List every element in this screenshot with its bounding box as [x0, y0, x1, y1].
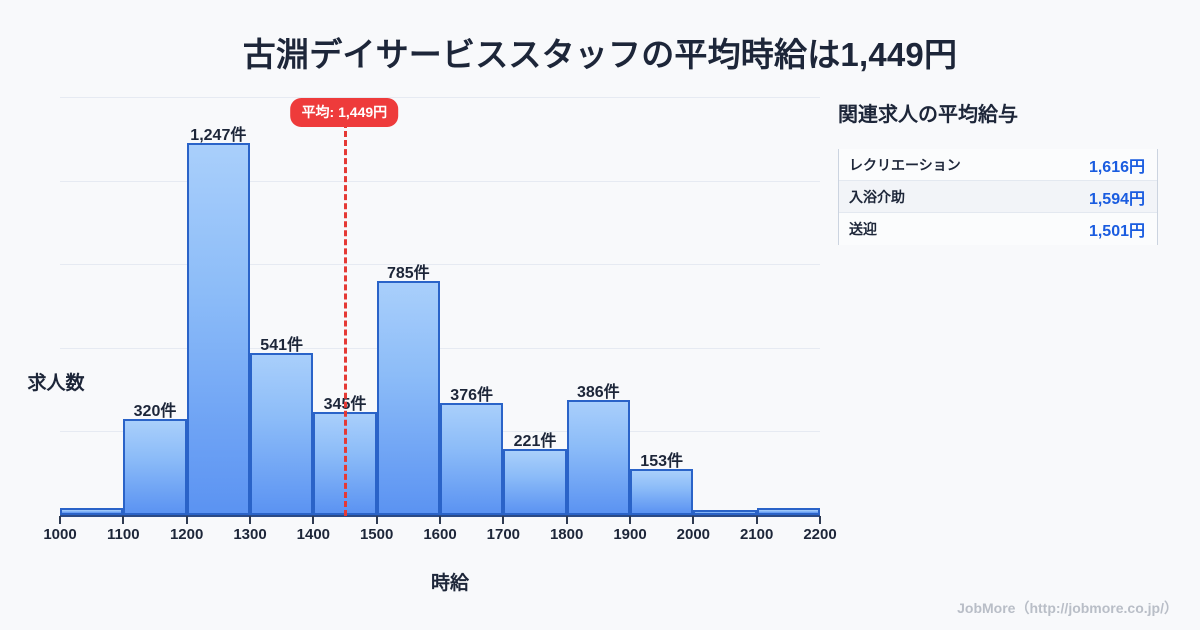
salary-row[interactable]: 入浴介助 1,594円 [839, 181, 1157, 213]
x-tick-mark [629, 516, 631, 524]
bar-value-label: 320件 [133, 403, 177, 421]
x-tick-label: 1500 [359, 526, 394, 543]
gridline [60, 97, 820, 98]
histogram-bar[interactable] [630, 469, 694, 515]
salary-row-value: 1,616円 [1088, 158, 1145, 176]
x-tick-mark [185, 516, 188, 524]
x-tick-mark [565, 516, 568, 524]
bar-value-label: 541件 [260, 337, 303, 355]
histogram-chart: 求人数 時給 320件 1,247件 541件 345件 785件 376件 221件 386… [0, 90, 840, 610]
salary-row-value: 1,501円 [1088, 223, 1145, 240]
x-tick-label: 1900 [613, 526, 647, 543]
histogram-bar[interactable] [756, 508, 820, 515]
histogram-bar[interactable] [503, 449, 567, 515]
page-title: 古淵デイサービススタッフの平均時給は1,449円 [242, 36, 958, 73]
histogram-bar[interactable] [440, 402, 504, 515]
x-tick-label: 2100 [739, 526, 774, 543]
footer-watermark: JobMore（http://jobmore.co.jp/） [957, 600, 1178, 616]
salary-row-name: 送迎 [849, 221, 877, 237]
related-salary-panel: 関連求人の平均給与 レクリエーション 1,616円入浴介助 1,594円送迎 1,50… [838, 98, 1168, 245]
salary-row-name: 入浴介助 [849, 188, 905, 205]
x-tick-label: 1000 [43, 526, 77, 543]
x-tick-mark [59, 516, 61, 524]
bar-value-label: 386件 [576, 383, 620, 401]
gridline [60, 180, 820, 182]
x-tick-mark [312, 516, 315, 524]
related-salary-title: 関連求人の平均給与 [838, 104, 1018, 126]
salary-row[interactable]: レクリエーション 1,616円 [839, 149, 1157, 181]
x-tick-mark [755, 516, 758, 524]
x-tick-label: 1200 [169, 526, 204, 543]
x-tick-mark [439, 516, 441, 524]
plot-area: 320件 1,247件 541件 345件 785件 376件 221件 386件 153件 1… [43, 96, 837, 543]
bar-value-label: 221件 [513, 433, 557, 451]
histogram-bar[interactable] [376, 280, 440, 515]
x-tick-mark [819, 516, 821, 524]
x-tick-label: 1100 [107, 526, 140, 543]
x-tick-label: 1300 [233, 526, 267, 543]
x-tick-mark [122, 516, 125, 524]
related-salary-table: レクリエーション 1,616円入浴介助 1,594円送迎 1,501円 [838, 149, 1158, 245]
average-line [344, 122, 348, 516]
gridline [60, 264, 820, 266]
x-tick-label: 1600 [423, 526, 457, 543]
bar-value-label: 153件 [640, 453, 683, 471]
y-axis-title: 求人数 [27, 373, 85, 394]
x-tick-label: 1700 [486, 526, 521, 543]
average-badge: 平均: 1,449円 [290, 98, 399, 127]
x-tick-label: 1400 [296, 526, 331, 543]
x-tick-label: 1800 [549, 526, 584, 543]
gridline [60, 347, 820, 349]
histogram-bar[interactable] [566, 399, 630, 515]
x-tick-label: 2000 [676, 526, 711, 543]
bar-value-label: 376件 [450, 386, 493, 404]
x-tick-mark [502, 516, 505, 524]
histogram-bar[interactable] [123, 419, 187, 515]
salary-row[interactable]: 送迎 1,501円 [839, 213, 1157, 245]
histogram-bar[interactable] [693, 510, 757, 515]
histogram-bar[interactable] [186, 142, 250, 515]
histogram-bar[interactable] [60, 508, 124, 515]
salary-row-value: 1,594円 [1088, 190, 1145, 208]
x-axis-title: 時給 [430, 573, 469, 594]
histogram-bar[interactable] [250, 353, 314, 515]
bar-value-label: 1,247件 [190, 126, 247, 144]
salary-row-name: レクリエーション [849, 156, 961, 173]
bar-value-label: 785件 [386, 264, 430, 282]
x-tick-mark [375, 516, 378, 524]
x-tick-mark [692, 516, 695, 524]
x-tick-label: 2200 [803, 526, 837, 543]
x-tick-mark [249, 516, 251, 524]
